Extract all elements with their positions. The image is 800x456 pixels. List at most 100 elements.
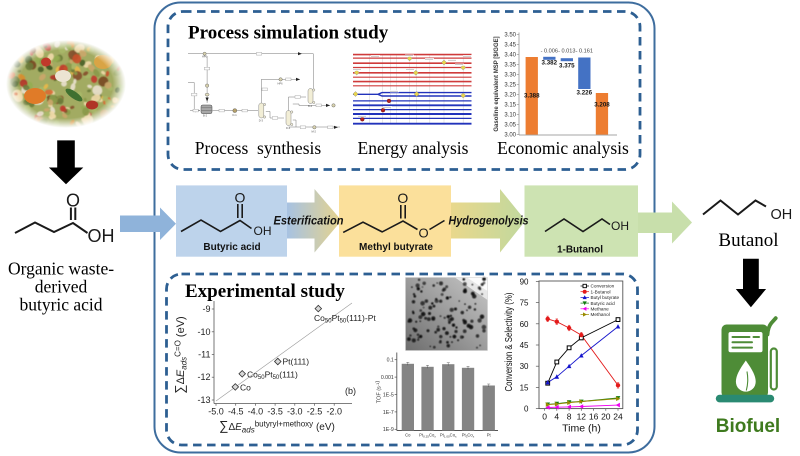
svg-text:3.10: 3.10 — [504, 113, 516, 119]
svg-text:1-Butanol: 1-Butanol — [557, 245, 603, 256]
svg-text:B-4: B-4 — [308, 104, 313, 108]
svg-text:1-Butanol: 1-Butanol — [591, 289, 611, 294]
svg-text:Organic waste-: Organic waste- — [8, 259, 114, 279]
svg-text:1E-9: 1E-9 — [383, 427, 394, 433]
svg-text:D-3: D-3 — [259, 118, 264, 122]
svg-text:OH: OH — [611, 219, 629, 233]
svg-text:-13: -13 — [197, 395, 210, 405]
svg-text:12: 12 — [577, 412, 587, 422]
svg-text:B-2: B-2 — [203, 114, 208, 118]
svg-text:Experimental study: Experimental study — [185, 281, 345, 302]
svg-text:3.388: 3.388 — [524, 93, 540, 100]
svg-text:Co50Pt50(111): Co50Pt50(111) — [247, 370, 298, 382]
svg-text:0.1: 0.1 — [387, 358, 394, 364]
svg-text:Conversion: Conversion — [591, 284, 615, 289]
svg-text:45: 45 — [520, 341, 529, 350]
svg-text:-3.0: -3.0 — [287, 407, 303, 417]
svg-text:Co: Co — [405, 433, 411, 438]
svg-text:D-4: D-4 — [286, 126, 291, 130]
svg-text:1E-5: 1E-5 — [383, 392, 394, 398]
svg-text:-12: -12 — [197, 372, 210, 382]
svg-text:Butyric acid: Butyric acid — [203, 242, 260, 253]
svg-text:0: 0 — [542, 412, 547, 422]
svg-text:M-2: M-2 — [312, 130, 317, 134]
svg-text:∑ΔEadsC=O (eV): ∑ΔEadsC=O (eV) — [172, 316, 189, 393]
svg-text:Methyl butyrate: Methyl butyrate — [359, 242, 433, 253]
svg-text:-2.5: -2.5 — [307, 407, 323, 417]
svg-text:-10: -10 — [197, 327, 210, 337]
svg-text:60: 60 — [520, 320, 529, 329]
svg-text:Butyl butyrate: Butyl butyrate — [591, 295, 620, 300]
svg-text:3.00: 3.00 — [504, 133, 516, 139]
svg-text:-9: -9 — [202, 304, 210, 314]
svg-text:- 0.161: - 0.161 — [576, 49, 593, 55]
svg-text:OH: OH — [88, 226, 115, 246]
svg-text:Pt: Pt — [487, 433, 492, 438]
svg-text:Co50Pt50(111)-Pt: Co50Pt50(111)-Pt — [314, 313, 376, 325]
svg-text:O: O — [66, 191, 80, 211]
svg-text:-4.5: -4.5 — [228, 407, 244, 417]
svg-text:Economic analysis: Economic analysis — [497, 138, 629, 158]
svg-text:3.20: 3.20 — [504, 93, 516, 99]
svg-text:Energy analysis: Energy analysis — [358, 138, 469, 158]
svg-text:0: 0 — [524, 405, 529, 414]
svg-text:Process synthesis: Process synthesis — [195, 138, 322, 158]
svg-text:90: 90 — [520, 277, 529, 286]
svg-text:D-1: D-1 — [233, 113, 238, 117]
svg-text:O: O — [235, 190, 246, 206]
svg-text:15: 15 — [520, 383, 529, 392]
svg-text:Co: Co — [240, 383, 251, 393]
svg-text:Conversion & Selectivity (%): Conversion & Selectivity (%) — [504, 293, 515, 392]
svg-text:-2.0: -2.0 — [326, 407, 342, 417]
svg-text:3.25: 3.25 — [504, 83, 516, 89]
svg-text:Butyric acid: Butyric acid — [591, 301, 616, 306]
svg-text:3.375: 3.375 — [559, 63, 575, 70]
svg-text:Time (h): Time (h) — [562, 423, 601, 435]
svg-text:O: O — [397, 190, 408, 206]
svg-text:3.40: 3.40 — [504, 53, 516, 59]
svg-text:1E-7: 1E-7 — [383, 410, 394, 416]
svg-text:16: 16 — [589, 412, 599, 422]
svg-text:3.226: 3.226 — [577, 90, 593, 97]
svg-text:3.45: 3.45 — [504, 43, 516, 49]
svg-text:24: 24 — [613, 412, 623, 422]
svg-text:Pt1.00Cox: Pt1.00Cox — [440, 433, 457, 439]
svg-text:- 0.006: - 0.006 — [541, 49, 558, 55]
svg-text:-11: -11 — [198, 350, 210, 360]
svg-text:3.208: 3.208 — [594, 102, 610, 109]
svg-text:3.382: 3.382 — [542, 60, 558, 67]
svg-text:butyric acid: butyric acid — [19, 295, 102, 315]
svg-text:Process simulation study: Process simulation study — [188, 23, 389, 44]
svg-text:-4.0: -4.0 — [248, 407, 264, 417]
svg-text:Pt3Cox: Pt3Cox — [462, 433, 475, 439]
svg-text:OH: OH — [254, 224, 272, 238]
svg-text:Butanol: Butanol — [718, 230, 778, 251]
svg-text:Hydrogenolysis: Hydrogenolysis — [449, 214, 529, 228]
svg-text:(b): (b) — [345, 386, 356, 396]
svg-text:Esterification: Esterification — [274, 214, 344, 228]
svg-text:-3.5: -3.5 — [267, 407, 283, 417]
svg-text:HP0: HP0 — [202, 55, 208, 59]
svg-text:-5.0: -5.0 — [208, 407, 224, 417]
svg-text:O: O — [418, 226, 428, 241]
svg-text:Pt0.25Cox: Pt0.25Cox — [419, 433, 436, 439]
svg-text:Biofuel: Biofuel — [716, 416, 780, 437]
svg-text:30: 30 — [520, 362, 529, 371]
svg-text:3.05: 3.05 — [504, 123, 516, 129]
svg-text:3.15: 3.15 — [504, 103, 516, 109]
svg-text:Pt(111): Pt(111) — [283, 357, 310, 367]
svg-text:20: 20 — [601, 412, 611, 422]
svg-text:0.001: 0.001 — [381, 375, 394, 381]
svg-text:- 0.013: - 0.013 — [558, 49, 575, 55]
svg-text:8: 8 — [567, 412, 572, 422]
svg-text:TOF (s-1): TOF (s-1) — [375, 381, 383, 404]
svg-text:3.30: 3.30 — [504, 73, 516, 79]
svg-text:Methanol: Methanol — [591, 312, 610, 317]
svg-text:derived: derived — [35, 277, 88, 297]
svg-text:75: 75 — [520, 299, 529, 308]
svg-text:3.35: 3.35 — [504, 63, 516, 69]
svg-text:Methane: Methane — [591, 307, 610, 312]
svg-text:Gasoline equivalent MSP [$/GGE: Gasoline equivalent MSP [$/GGE] — [494, 36, 500, 131]
svg-text:HP6: HP6 — [278, 82, 284, 86]
svg-text:OH: OH — [771, 207, 793, 223]
